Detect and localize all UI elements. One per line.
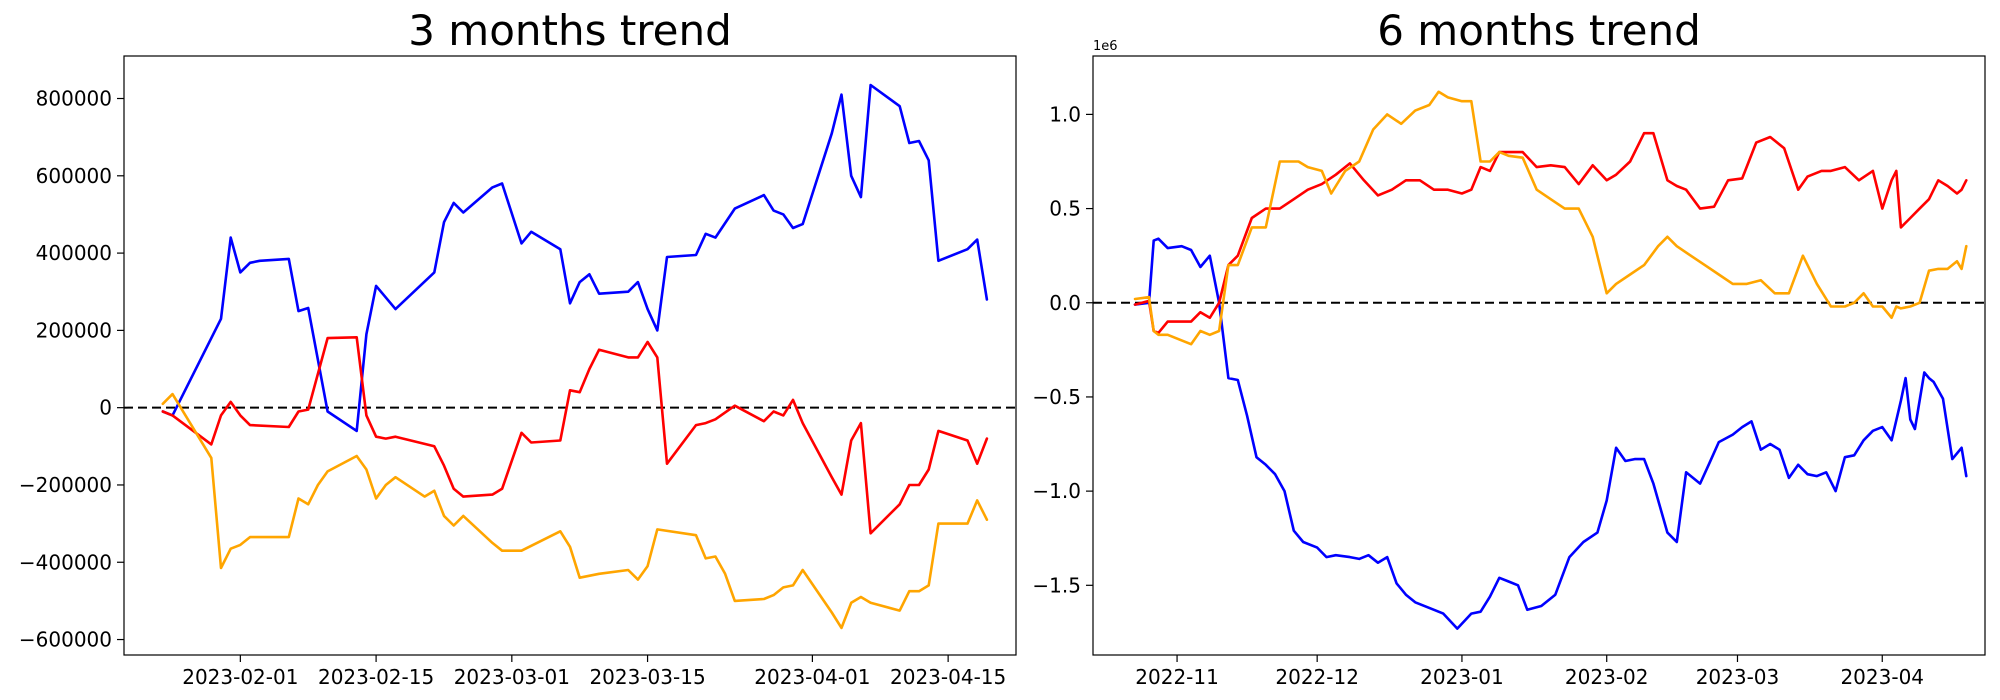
x-tick-label: 2022-11 xyxy=(1135,665,1219,689)
x-tick-label: 2022-12 xyxy=(1275,665,1359,689)
x-tick-label: 2023-03 xyxy=(1696,665,1780,689)
chart-title: 3 months trend xyxy=(408,6,732,55)
y-tick-label: 0 xyxy=(99,396,112,420)
x-tick-label: 2023-02-01 xyxy=(182,665,298,689)
y-offset-label: 1e6 xyxy=(1093,39,1118,54)
y-tick-label: 0.0 xyxy=(1049,291,1081,315)
series-line-2 xyxy=(1133,90,1968,346)
y-tick-label: 0.5 xyxy=(1049,197,1081,221)
series-line-1 xyxy=(1133,131,1968,335)
chart-0: 3 months trend 2023-02-01 2023-02-15 2023-0… xyxy=(19,6,1017,689)
x-tick-label: 2023-03-15 xyxy=(589,665,705,689)
x-tick-label: 2023-02 xyxy=(1565,665,1649,689)
x-tick-label: 2023-04-01 xyxy=(754,665,870,689)
series-line-1 xyxy=(161,336,989,535)
y-tick-label: −1.0 xyxy=(1032,479,1081,503)
y-tick-label: 400000 xyxy=(36,241,112,265)
x-tick-label: 2023-04 xyxy=(1840,665,1924,689)
y-tick-label: −0.5 xyxy=(1032,385,1081,409)
axes-frame xyxy=(1092,55,1986,656)
chart-1: 6 months trend 2022-11 2022-12 2023-01 2023-… xyxy=(1032,6,1986,689)
y-tick-label: −1.5 xyxy=(1032,573,1081,597)
chart-title: 6 months trend xyxy=(1377,6,1701,55)
x-tick-label: 2023-01 xyxy=(1420,665,1504,689)
y-tick-label: −200000 xyxy=(19,473,112,497)
y-tick-label: 800000 xyxy=(36,87,112,111)
series-line-0 xyxy=(161,83,989,433)
series-line-2 xyxy=(161,392,989,630)
y-tick-label: 200000 xyxy=(36,318,112,342)
y-tick-label: −600000 xyxy=(19,628,112,652)
x-tick-label: 2023-02-15 xyxy=(318,665,434,689)
x-tick-label: 2023-04-15 xyxy=(890,665,1006,689)
series-line-0 xyxy=(1133,237,1968,630)
x-tick-label: 2023-03-01 xyxy=(454,665,570,689)
axes-frame xyxy=(123,55,1017,656)
y-tick-label: 600000 xyxy=(36,164,112,188)
y-tick-label: 1.0 xyxy=(1049,102,1081,126)
y-tick-label: −400000 xyxy=(19,550,112,574)
